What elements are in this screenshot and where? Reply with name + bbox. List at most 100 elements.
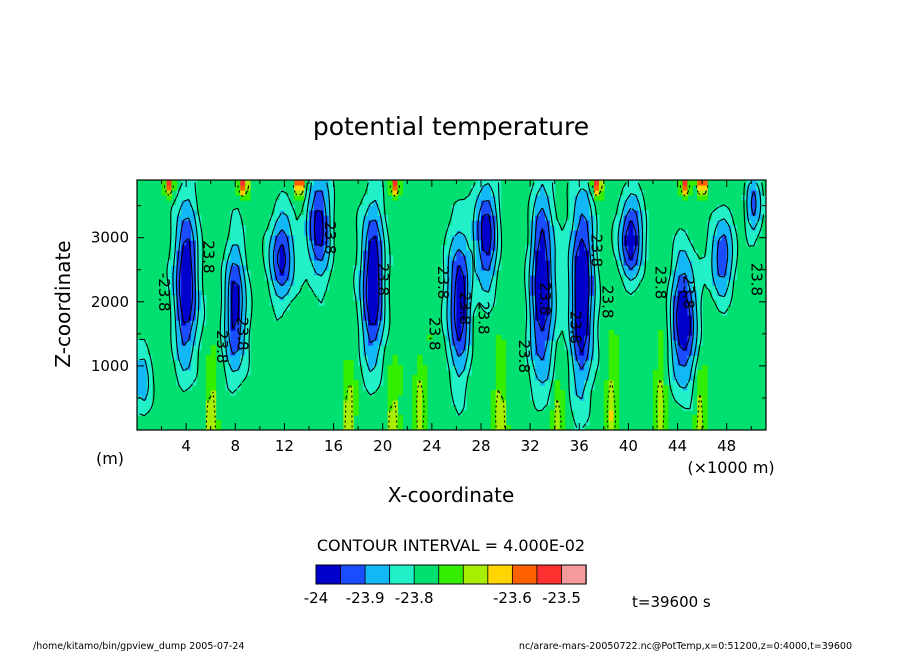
field-cell [569,350,575,356]
field-cell [323,195,330,201]
field-cell [525,355,531,361]
field-cell [490,425,497,430]
field-cell [176,190,182,196]
field-cell [682,370,688,376]
field-cell [304,225,310,231]
x-tick-label: 28 [471,437,490,455]
field-cell [471,225,477,231]
field-cell [181,370,187,376]
field-cell [476,250,482,256]
field-cell [495,235,502,241]
field-cell [687,190,693,196]
x-tick-label: 20 [373,437,392,455]
field-cell [466,325,472,331]
field-cell [530,355,536,361]
field-cell [245,340,251,346]
field-cell [466,315,472,321]
field-cell [692,325,698,331]
field-cell [603,425,610,430]
field-cell [751,240,757,246]
field-cell [692,255,698,261]
field-cell [466,305,472,311]
field-cell [638,270,644,276]
field-cell [245,315,251,321]
field-cell [569,325,575,331]
field-cell [343,415,349,421]
field-cell [235,375,241,381]
field-cell [711,240,718,246]
field-cell [554,335,561,341]
field-cell [294,180,300,186]
field-cell [348,400,354,406]
field-cell [412,395,418,401]
field-cell [584,365,590,371]
field-cell [554,295,561,301]
field-cell [618,210,625,216]
field-cell [289,295,295,301]
field-cell [191,320,197,326]
field-cell [318,250,325,256]
field-cell [480,215,487,221]
field-cell [171,355,177,361]
field-cell [672,395,679,401]
field-cell [240,275,246,281]
field-cell [313,230,320,236]
field-cell [318,180,325,186]
field-cell [539,390,546,396]
field-cell [210,360,217,366]
field-cell [299,220,305,226]
field-cell [446,235,453,241]
field-cell [687,295,693,301]
field-cell [579,295,585,301]
field-cell [323,280,330,286]
field-cell [530,240,536,246]
field-cell [313,220,320,226]
field-cell [382,325,389,331]
field-cell [195,275,202,281]
field-cell [525,330,531,336]
field-cell [269,260,276,266]
field-cell [191,275,197,281]
field-cell [279,195,286,201]
field-cell [480,220,487,226]
field-cell [535,345,541,351]
field-cell [697,340,703,346]
field-cell [687,275,693,281]
field-cell [456,260,462,266]
field-cell [372,325,379,331]
field-cell [579,375,585,381]
field-cell [554,260,561,266]
field-cell [318,295,325,301]
field-cell [697,310,703,316]
field-cell [299,255,305,261]
field-cell [633,250,639,256]
field-cell [367,275,374,281]
field-cell [485,225,492,231]
field-cell [274,205,281,211]
field-cell [146,380,153,386]
field-cell [441,330,448,336]
field-cell [751,200,757,206]
field-cell [461,205,467,211]
field-cell [471,205,477,211]
field-cell [176,240,182,246]
field-cell [716,220,723,226]
field-cell [456,215,462,221]
field-cell [245,300,251,306]
field-cell [318,185,325,191]
field-cell [682,345,688,351]
field-cell [672,325,679,331]
field-cell [289,290,295,296]
field-cell [574,235,580,241]
field-cell [471,190,477,196]
field-cell [181,225,187,231]
field-cell [721,290,728,296]
field-cell [662,425,669,430]
field-cell [746,225,752,231]
field-cell [451,320,458,326]
field-cell [535,275,541,281]
field-cell [589,310,595,316]
field-cell [377,370,384,376]
contour-interval-text: CONTOUR INTERVAL = 4.000E-02 [317,536,585,555]
field-cell [500,345,507,351]
